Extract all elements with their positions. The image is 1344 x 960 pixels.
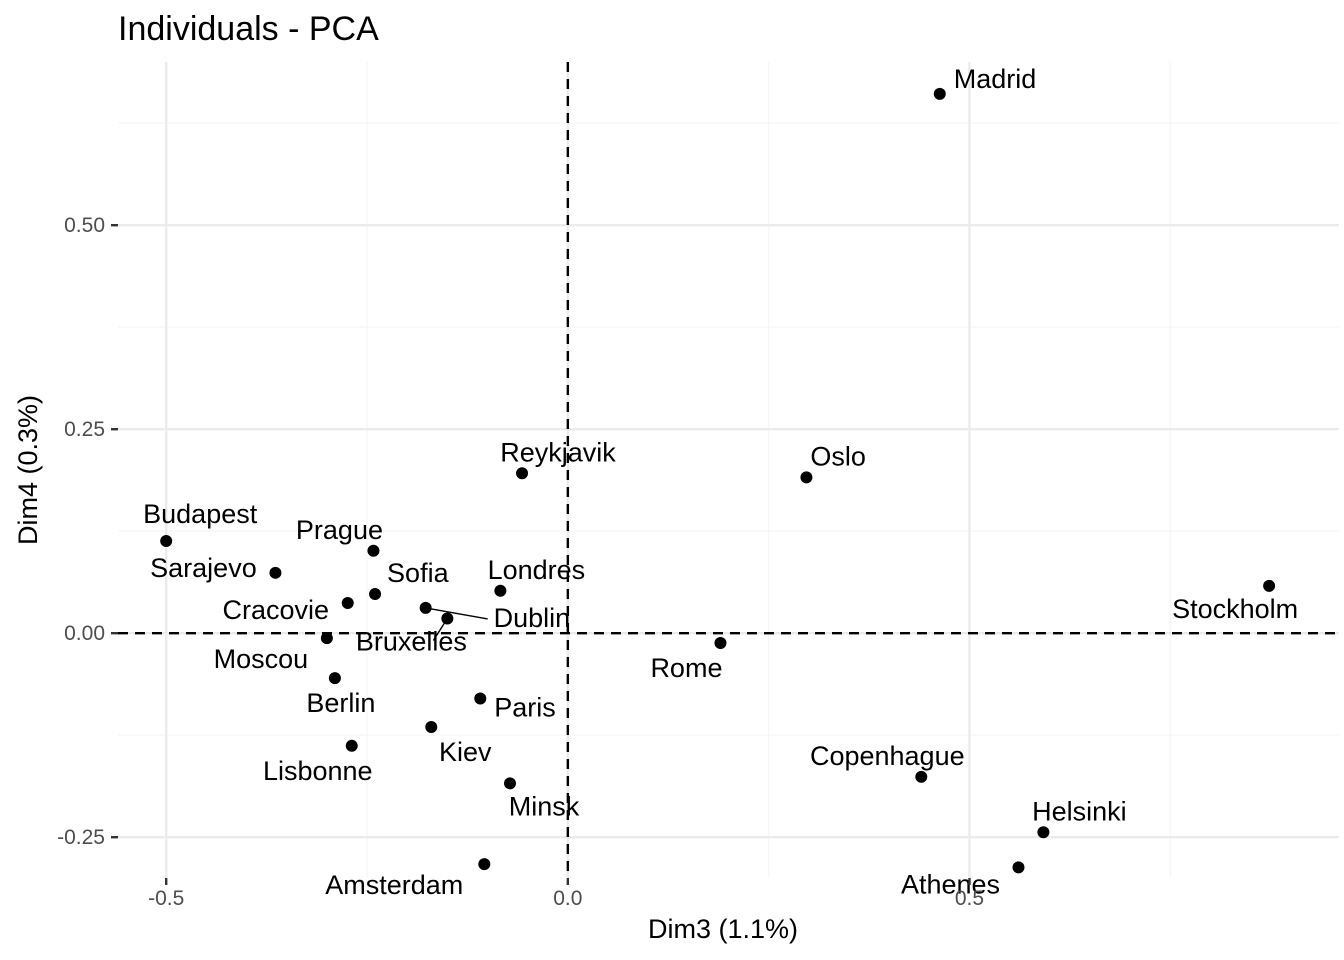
point-label: Amsterdam (325, 870, 463, 900)
point-label: Copenhague (810, 741, 965, 771)
point-label: Budapest (143, 499, 258, 529)
data-point (369, 588, 382, 601)
data-point (269, 566, 282, 579)
data-point (478, 858, 491, 871)
axes: -0.5 0.0 0.5 -0.25 0.00 0.25 0.50 (57, 214, 984, 910)
data-point (516, 467, 529, 480)
point-label: Dublin (494, 603, 571, 633)
y-tick-label: 0.00 (64, 622, 105, 645)
point-label: Helsinki (1032, 796, 1127, 826)
data-point (933, 87, 946, 100)
data-point (494, 584, 507, 597)
point-label: Berlin (306, 688, 375, 718)
point-label: Cracovie (222, 595, 329, 625)
y-tick-label: -0.25 (57, 826, 105, 849)
data-point (328, 672, 341, 685)
data-point (915, 770, 928, 783)
data-point (160, 534, 173, 547)
leader-line (425, 607, 488, 620)
point-label: Londres (488, 555, 586, 585)
x-tick-label: -0.5 (148, 887, 184, 910)
point-label: Prague (296, 515, 383, 545)
data-point (441, 612, 454, 625)
x-tick-label: 0.0 (553, 887, 582, 910)
point-label: Kiev (439, 737, 492, 767)
data-point (419, 601, 432, 614)
point-label: Minsk (509, 791, 580, 821)
data-point (345, 739, 358, 752)
data-points (160, 87, 1276, 874)
data-point (800, 471, 813, 484)
point-label: Sarajevo (150, 553, 257, 583)
plot-panel (118, 62, 1339, 878)
point-label: Stockholm (1172, 594, 1298, 624)
x-tick-label: 0.5 (955, 887, 984, 910)
reference-lines (118, 62, 1339, 878)
y-tick-label: 0.50 (64, 214, 105, 237)
data-point (320, 632, 333, 645)
data-point (1263, 579, 1276, 592)
y-axis-title: Dim4 (0.3%) (13, 395, 43, 545)
data-point (425, 721, 438, 734)
data-point (1037, 826, 1050, 839)
point-label: Bruxelles (356, 627, 467, 657)
point-label: Reykjavik (500, 437, 616, 467)
data-point (474, 692, 487, 705)
data-point (504, 777, 517, 790)
point-label: Paris (494, 692, 556, 722)
y-tick-label: 0.25 (64, 418, 105, 441)
point-label: Lisbonne (263, 756, 373, 786)
point-label: Madrid (954, 64, 1037, 94)
point-label: Athenes (901, 869, 1000, 899)
point-labels: Madrid Reykjavik Oslo Budapest Prague Sarajev… (143, 64, 1298, 900)
point-label: Moscou (214, 644, 309, 674)
point-label: Sofia (387, 558, 450, 588)
data-point (341, 597, 354, 610)
x-axis-title: Dim3 (1.1%) (648, 914, 798, 944)
data-point (367, 544, 380, 557)
data-point (714, 636, 727, 649)
point-label: Oslo (810, 441, 866, 471)
point-label: Rome (650, 653, 722, 683)
data-point (1012, 861, 1025, 874)
chart-title: Individuals - PCA (118, 10, 379, 48)
